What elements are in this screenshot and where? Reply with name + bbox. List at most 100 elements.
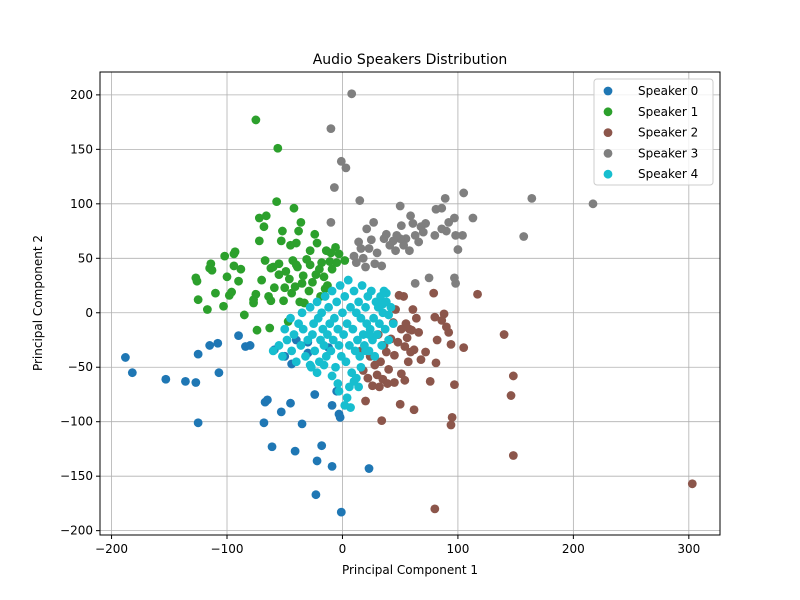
data-point: [276, 236, 286, 246]
data-point: [191, 378, 201, 387]
data-point: [441, 322, 451, 332]
data-point: [527, 193, 537, 203]
data-point: [320, 292, 330, 301]
data-point: [259, 418, 269, 428]
data-point: [358, 253, 368, 263]
data-point: [234, 331, 243, 341]
data-point: [312, 368, 322, 378]
data-point: [251, 115, 261, 125]
data-point: [363, 373, 373, 383]
data-point: [335, 281, 345, 290]
y-axis-label: Principal Component 2: [31, 235, 45, 371]
data-point: [405, 246, 414, 256]
data-point: [366, 286, 376, 296]
legend-marker: [603, 149, 613, 158]
data-point: [588, 199, 598, 209]
data-point: [286, 398, 295, 408]
data-point: [446, 420, 456, 430]
y-tick-label: −50: [68, 360, 93, 374]
data-point: [393, 337, 403, 347]
data-point: [355, 196, 365, 205]
data-point: [437, 224, 447, 234]
data-point: [344, 341, 354, 350]
data-point: [305, 246, 315, 256]
x-tick-label: −200: [95, 542, 128, 556]
data-point: [289, 203, 299, 213]
x-tick-label: 100: [446, 542, 469, 556]
x-axis-label: Principal Component 1: [342, 563, 478, 577]
data-point: [430, 504, 440, 514]
data-point: [388, 319, 398, 329]
data-point: [340, 400, 350, 410]
y-tick-label: 100: [70, 197, 93, 211]
data-point: [430, 312, 440, 322]
data-point: [451, 231, 461, 240]
data-point: [348, 324, 358, 334]
data-point: [408, 219, 418, 228]
data-point: [297, 278, 307, 288]
data-point: [297, 308, 307, 318]
y-tick-label: −100: [60, 415, 93, 429]
data-point: [298, 324, 308, 334]
data-point: [506, 391, 516, 400]
data-point: [335, 412, 345, 422]
data-point: [431, 358, 441, 368]
data-point: [425, 376, 435, 386]
data-point: [121, 353, 130, 362]
data-point: [252, 325, 262, 335]
data-point: [304, 286, 314, 296]
data-point: [245, 341, 255, 350]
y-tick-label: 50: [78, 251, 93, 265]
data-point: [280, 283, 290, 293]
data-point: [329, 313, 339, 323]
data-point: [297, 419, 307, 429]
data-point: [279, 296, 288, 306]
data-point: [230, 247, 240, 257]
data-point: [473, 289, 482, 299]
data-point: [331, 242, 340, 252]
data-point: [319, 272, 329, 282]
data-point: [323, 330, 332, 339]
data-point: [450, 380, 459, 390]
data-point: [319, 341, 329, 350]
series-speaker-2: [356, 288, 697, 514]
data-point: [354, 382, 364, 392]
data-point: [325, 257, 335, 266]
data-point: [519, 232, 529, 241]
data-point: [265, 323, 275, 333]
data-point: [193, 418, 203, 428]
data-point: [327, 371, 337, 381]
data-point: [260, 256, 270, 265]
data-point: [327, 461, 337, 471]
data-point: [414, 237, 424, 247]
x-tick-label: 200: [562, 542, 585, 556]
data-point: [375, 382, 384, 392]
data-point: [305, 260, 315, 270]
data-point: [298, 271, 308, 281]
data-point: [379, 234, 389, 244]
x-axis-ticks: −200 −100 0 100 200 300: [95, 535, 700, 556]
data-point: [266, 296, 276, 306]
data-point: [295, 297, 305, 307]
data-point: [326, 124, 336, 134]
data-point: [193, 349, 203, 359]
data-point: [508, 451, 518, 460]
data-point: [272, 197, 282, 207]
data-point: [324, 302, 334, 312]
y-tick-label: −200: [60, 524, 93, 538]
data-point: [213, 338, 223, 348]
data-point: [339, 330, 349, 339]
data-point: [394, 290, 404, 300]
data-point: [281, 266, 291, 276]
x-tick-label: 300: [677, 542, 700, 556]
data-point: [440, 193, 450, 203]
data-point: [334, 341, 344, 350]
data-point: [459, 188, 469, 198]
data-point: [336, 156, 346, 166]
data-point: [310, 346, 320, 356]
data-point: [499, 330, 509, 339]
data-point: [331, 362, 340, 372]
legend-label: Speaker 3: [638, 146, 698, 160]
data-point: [370, 360, 380, 370]
data-point: [342, 393, 352, 403]
